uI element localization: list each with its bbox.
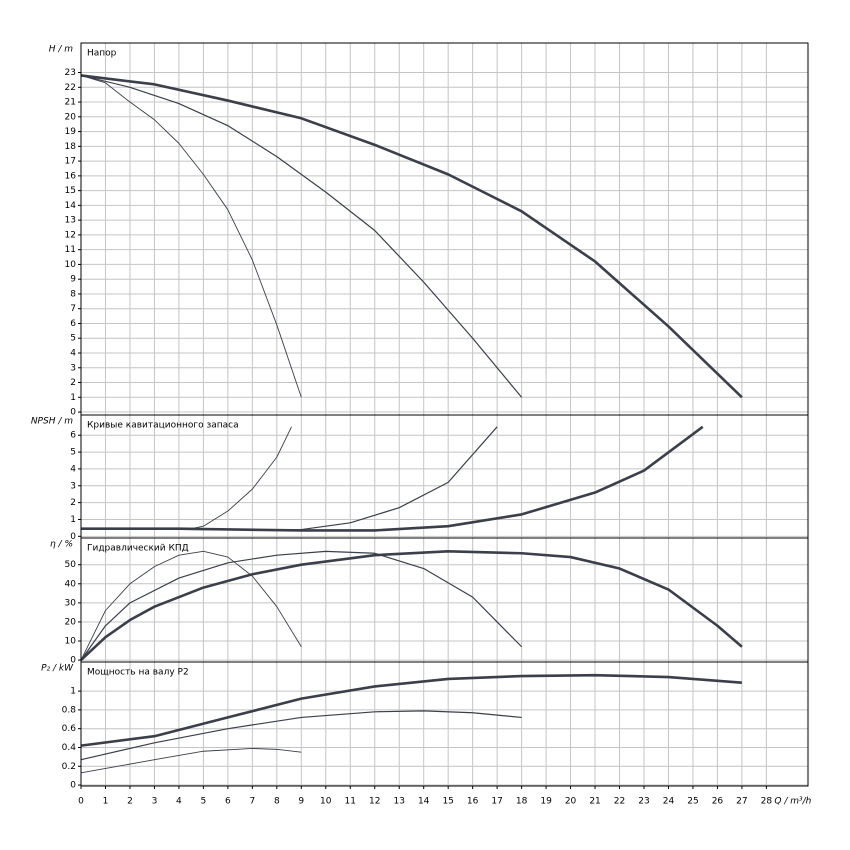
x-tick-label: 24	[663, 797, 675, 807]
x-tick-label: 22	[614, 797, 625, 807]
panel-title: Гидравлический КПД	[87, 544, 189, 554]
y-tick-label: 0.8	[62, 705, 77, 715]
x-tick-label: 8	[274, 797, 280, 807]
curve	[81, 425, 704, 532]
x-tick-label: 15	[442, 797, 453, 807]
curve	[80, 550, 743, 662]
x-tick-label: 17	[491, 797, 502, 807]
y-tick-label: 20	[65, 617, 77, 627]
y-tick-label: 3	[70, 363, 76, 373]
x-tick-label: 0	[78, 797, 84, 807]
y-tick-label: 4	[70, 464, 76, 474]
x-tick-label: 27	[736, 797, 747, 807]
x-tick-label: 13	[393, 797, 404, 807]
y-tick-label: 19	[65, 127, 77, 137]
x-tick-label: 9	[298, 797, 304, 807]
panel-frame	[80, 42, 809, 416]
x-tick-label: 3	[152, 797, 158, 807]
y-tick-label: 5	[70, 334, 76, 344]
curve	[81, 426, 292, 530]
y-tick-label: 6	[70, 431, 76, 441]
y-tick-label: 1	[70, 515, 76, 525]
y-tick-label: 17	[65, 157, 76, 167]
y-tick-label: 0.6	[62, 724, 77, 734]
x-tick-label: 6	[225, 797, 231, 807]
x-tick-label: 21	[589, 797, 600, 807]
curve	[80, 426, 498, 531]
y-tick-label: 12	[65, 230, 76, 240]
y-tick-label: 23	[65, 68, 76, 78]
y-tick-label: 21	[65, 98, 76, 108]
x-tick-label: 7	[249, 797, 255, 807]
y-tick-label: 11	[65, 245, 76, 255]
x-tick-label: 10	[320, 797, 332, 807]
y-tick-label: 3	[70, 481, 76, 491]
curve	[80, 673, 743, 747]
x-axis-label: Q / m³/h	[774, 797, 811, 807]
y-axis-label: NPSH / m	[31, 417, 73, 427]
y-tick-label: 4	[70, 349, 76, 359]
y-tick-label: 40	[65, 579, 77, 589]
panel-title: Напор	[87, 49, 117, 59]
y-tick-label: 6	[70, 319, 76, 329]
y-axis-label: η / %	[50, 540, 73, 550]
x-tick-label: 4	[176, 797, 182, 807]
x-tick-label: 12	[369, 797, 380, 807]
y-tick-label: 16	[65, 171, 77, 181]
x-tick-label: 19	[540, 797, 552, 807]
curve	[80, 75, 302, 398]
x-tick-label: 20	[565, 797, 577, 807]
y-tick-label: 50	[65, 560, 77, 570]
x-tick-label: 1	[103, 797, 109, 807]
x-tick-label: 2	[127, 797, 133, 807]
y-tick-label: 9	[70, 275, 76, 285]
x-tick-label: 11	[345, 797, 356, 807]
x-tick-label: 18	[516, 797, 528, 807]
y-tick-label: 0	[70, 408, 76, 418]
y-tick-label: 13	[65, 216, 76, 226]
x-tick-label: 5	[201, 797, 207, 807]
curve	[80, 74, 523, 398]
x-tick-label: 28	[761, 797, 773, 807]
y-tick-label: 18	[65, 142, 77, 152]
y-tick-label: 14	[65, 201, 77, 211]
y-tick-label: 1	[70, 393, 76, 403]
y-tick-label: 2	[70, 378, 76, 388]
y-tick-label: 5	[70, 448, 76, 458]
curve	[80, 710, 522, 761]
y-tick-label: 20	[65, 112, 77, 122]
panel-title: Кривые кавитационного запаса	[87, 421, 239, 431]
panel-frame	[80, 661, 809, 787]
y-tick-label: 10	[65, 260, 77, 270]
x-tick-label: 26	[712, 797, 724, 807]
y-axis-label: H / m	[49, 45, 74, 55]
panel-frame	[80, 537, 809, 663]
y-tick-label: 2	[70, 498, 76, 508]
panel-title: Мощность на валу P2	[87, 668, 189, 678]
x-tick-label: 16	[467, 797, 479, 807]
y-tick-label: 8	[70, 289, 76, 299]
y-tick-label: 10	[65, 637, 77, 647]
y-tick-label: 15	[65, 186, 76, 196]
y-tick-label: 1	[70, 687, 76, 697]
y-axis-label: P₂ / kW	[41, 664, 74, 674]
y-tick-label: 0	[70, 656, 76, 666]
y-tick-label: 7	[70, 304, 76, 314]
y-tick-label: 0	[70, 781, 76, 791]
y-tick-label: 0.4	[62, 743, 77, 753]
curve	[80, 550, 523, 661]
curve	[80, 550, 302, 661]
y-tick-label: 0.2	[62, 762, 76, 772]
x-tick-label: 25	[687, 797, 698, 807]
y-tick-label: 30	[65, 598, 77, 608]
x-tick-label: 23	[638, 797, 649, 807]
curve	[80, 74, 743, 399]
curve	[80, 747, 302, 774]
y-tick-label: 22	[65, 83, 76, 93]
y-tick-label: 0	[70, 532, 76, 542]
x-tick-label: 14	[418, 797, 430, 807]
